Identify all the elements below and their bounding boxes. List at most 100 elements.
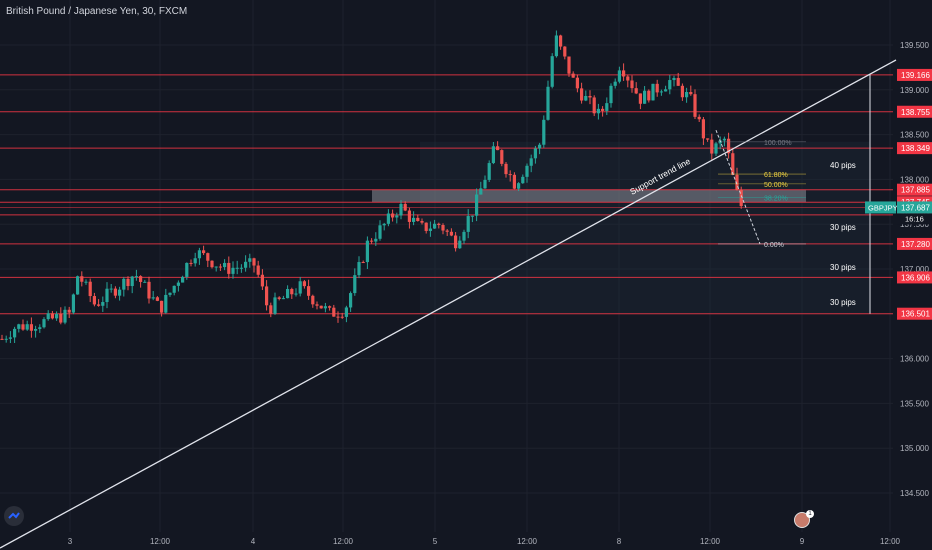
candle-body [294, 293, 298, 295]
candle [655, 79, 659, 97]
candle-body [164, 294, 168, 313]
candle-body [643, 90, 647, 104]
price-tag-background [897, 307, 932, 320]
candle [302, 279, 306, 289]
y-axis-tick-label: 134.500 [900, 489, 929, 498]
candle [538, 142, 542, 155]
candle [67, 306, 71, 319]
candle [638, 93, 642, 110]
candle [181, 275, 185, 283]
candle-body [302, 281, 306, 287]
candle [176, 280, 180, 292]
candle-body [357, 262, 361, 276]
candle [353, 268, 357, 296]
candle [407, 207, 411, 229]
candle-body [172, 285, 176, 293]
candle-body [84, 281, 88, 283]
candle-body [269, 305, 273, 314]
candle [504, 162, 508, 178]
candle-body [353, 275, 357, 294]
candle [664, 85, 668, 92]
candle [441, 223, 445, 235]
candle [466, 209, 470, 239]
y-axis-tick-label: 139.500 [900, 41, 929, 50]
price-tag: 136.501 [897, 307, 932, 320]
candle-body [407, 210, 411, 222]
candle [248, 253, 252, 268]
candle [542, 115, 546, 148]
candle [357, 256, 361, 279]
candle-body [88, 281, 92, 297]
candle [685, 87, 689, 103]
candle-body [655, 83, 659, 93]
candle [84, 279, 88, 285]
candle-body [244, 261, 248, 268]
candle [50, 310, 54, 320]
candle [567, 56, 571, 77]
candle-body [4, 338, 8, 340]
candle [449, 228, 453, 237]
chart-title: British Pound / Japanese Yen, 30, FXCM [6, 6, 188, 17]
candle-body [147, 281, 151, 299]
tradingview-logo-icon[interactable] [4, 506, 24, 526]
candle-body [651, 83, 655, 101]
price-tag-label: 137.885 [901, 186, 930, 195]
candle [34, 325, 38, 338]
candle-body [739, 189, 743, 207]
candle-body [101, 302, 105, 306]
candle [139, 275, 143, 288]
price-tag: 138.755 [897, 105, 932, 118]
candle-body [168, 292, 172, 295]
candle [105, 282, 109, 309]
candle [244, 255, 248, 272]
candle [605, 97, 609, 116]
candle [412, 211, 416, 226]
candle-body [336, 316, 340, 318]
candle-body [21, 324, 25, 330]
candle-body [659, 91, 663, 93]
candle-body [727, 138, 731, 154]
candle-body [260, 274, 264, 287]
candle-body [239, 267, 243, 269]
candle-body [601, 108, 605, 111]
candle [71, 293, 75, 315]
candle [727, 132, 731, 159]
candle-body [542, 119, 546, 145]
candle [235, 260, 239, 275]
candle-body [214, 266, 218, 268]
candle [592, 95, 596, 117]
price-tag-label: 139.166 [901, 71, 930, 80]
y-axis-tick-label: 137.500 [900, 220, 929, 229]
candle [714, 141, 718, 157]
candle-body [550, 56, 554, 87]
candle-body [605, 103, 609, 111]
candle-body [449, 231, 453, 236]
candle-body [382, 223, 386, 226]
candle-body [521, 176, 525, 184]
candle [601, 106, 605, 117]
candle [575, 74, 579, 93]
candle-body [189, 262, 193, 264]
candle [151, 291, 155, 301]
candle [676, 72, 680, 86]
candle [227, 256, 231, 279]
candle-body [105, 288, 109, 303]
price-tag: 139.166 [897, 68, 932, 81]
candle [647, 89, 651, 103]
candle [88, 278, 92, 303]
candle-body [706, 138, 710, 140]
candle-body [118, 289, 122, 296]
candle [109, 284, 113, 293]
candle [46, 310, 50, 321]
candle-body [155, 297, 159, 301]
candle-body [580, 88, 584, 101]
candle [328, 305, 332, 311]
candle [315, 301, 319, 310]
candle-body [563, 46, 567, 57]
candle-body [609, 85, 613, 104]
candle-body [676, 77, 680, 86]
candle-body [454, 235, 458, 249]
candle [168, 292, 172, 297]
candle [378, 220, 382, 241]
